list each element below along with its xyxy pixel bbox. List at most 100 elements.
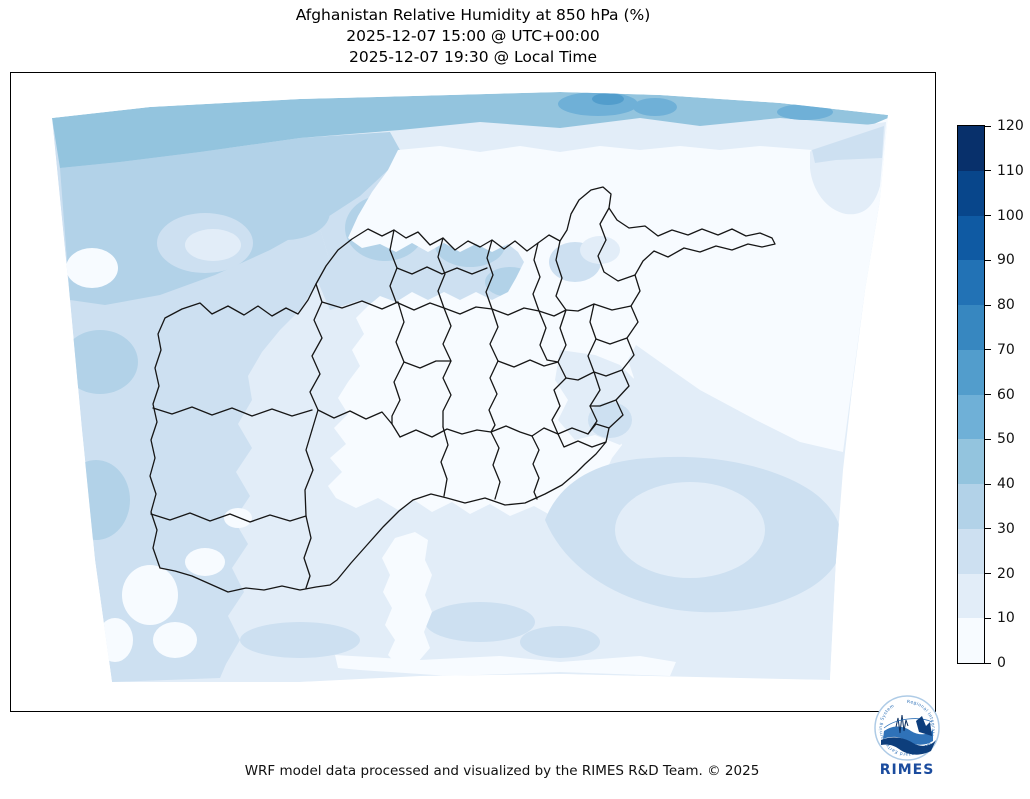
logo-seismograph-icon <box>895 714 909 734</box>
province-line <box>531 435 540 500</box>
colorbar-tick-mark <box>985 259 991 261</box>
contour-lighter-hole <box>185 229 241 261</box>
province-line <box>589 399 617 407</box>
contour-top-50-60-c <box>777 104 833 120</box>
logo-landmass <box>916 716 932 736</box>
contour-bottom-20-30-a <box>240 622 360 658</box>
colorbar-tick-label: 60 <box>997 386 1015 403</box>
contour-top-50-60-b <box>633 98 677 116</box>
colorbar-segment <box>958 573 984 619</box>
colorbar-segment <box>958 439 984 484</box>
colorbar-tick-label: 10 <box>997 610 1015 627</box>
province-line <box>309 283 323 431</box>
contour-top-40-50 <box>52 92 888 168</box>
colorbar-segment <box>958 305 984 350</box>
contour-dry-sw-b <box>153 622 197 658</box>
contour-north-30-40-a <box>240 184 330 240</box>
province-line <box>403 360 452 369</box>
province-line <box>437 237 446 309</box>
logo-wordmark: RIMES <box>880 762 935 778</box>
colorbar-segment <box>958 394 984 440</box>
contour-corner-patch-top <box>812 126 884 163</box>
colorbar-tick-label: 120 <box>997 118 1024 134</box>
footer-credit: WRF model data processed and visualized … <box>244 763 760 779</box>
chart-title: Afghanistan Relative Humidity at 850 hPa… <box>295 6 651 24</box>
colorbar-tick-mark <box>985 394 991 396</box>
province-line <box>488 308 499 433</box>
title-block: Afghanistan Relative Humidity at 850 hPa… <box>10 5 936 68</box>
colorbar-segment <box>958 260 984 305</box>
province-line <box>595 337 628 345</box>
province-line <box>551 377 567 435</box>
contour-kunduz-10-20 <box>580 236 620 264</box>
province-line <box>399 428 478 438</box>
contour-dry-snake <box>382 532 432 668</box>
contour-se-hole <box>615 482 765 578</box>
colorbar-tick-mark <box>985 573 991 575</box>
colorbar-tick-mark <box>985 662 991 664</box>
contour-dry-bottomband <box>335 655 676 676</box>
colorbar-segment <box>958 215 984 261</box>
logo-wave-dark <box>881 737 936 755</box>
colorbar: 0 10 20 30 40 50 60 70 80 90 100 110 120 <box>957 118 1024 671</box>
map-canvas <box>52 92 888 682</box>
province-line <box>557 433 607 448</box>
colorbar-tick-label: 90 <box>997 252 1015 269</box>
valid-time-local: 2025-12-07 19:30 @ Local Time <box>348 48 598 66</box>
contour-bottom-20-30-b <box>425 602 535 642</box>
valid-time-utc: 2025-12-07 15:00 @ UTC+00:00 <box>346 27 600 45</box>
province-line <box>152 406 313 417</box>
logo-wave-light <box>883 726 933 745</box>
province-line <box>497 359 559 368</box>
colorbar-tick-label: 30 <box>997 520 1015 537</box>
colorbar-tick-label: 50 <box>997 431 1015 448</box>
colorbar-tick-mark <box>985 528 991 530</box>
colorbar-tick-label: 70 <box>997 341 1015 358</box>
province-line <box>440 426 449 497</box>
province-line <box>531 423 610 437</box>
colorbar-segment <box>958 484 984 529</box>
contour-top-60-70 <box>592 93 624 105</box>
colorbar-segment <box>958 528 984 574</box>
contour-dry-sw-e <box>224 508 252 528</box>
province-line <box>538 310 559 363</box>
map-frame: Regional Integrated Multi-Hazard Early W… <box>10 72 940 778</box>
province-line <box>597 207 636 282</box>
colorbar-tick-label: 100 <box>997 207 1024 224</box>
province-line <box>396 266 488 275</box>
rimes-logo: Regional Integrated Multi-Hazard Early W… <box>874 695 940 778</box>
colorbar-tick-mark <box>985 304 991 306</box>
colorbar-segment <box>958 349 984 395</box>
colorbar-tick-label: 110 <box>997 162 1024 179</box>
colorbar-tick-mark <box>985 483 991 485</box>
contour-bottom-20-30-c <box>520 626 600 658</box>
contour-leftedge-30-40-a <box>62 330 138 394</box>
contour-dry-sw-a <box>122 565 178 625</box>
colorbar-tick-mark <box>985 215 991 217</box>
province-line <box>303 429 314 589</box>
colorbar-segment <box>958 170 984 216</box>
contour-dry-0-10 <box>328 118 888 518</box>
colorbar-segments <box>957 125 985 664</box>
province-line <box>476 429 501 500</box>
province-boundaries <box>149 186 776 593</box>
colorbar-tick-label: 20 <box>997 565 1015 582</box>
colorbar-tick-mark <box>985 170 991 172</box>
contour-east-streak-20-30 <box>588 402 632 438</box>
province-line <box>485 239 494 310</box>
colorbar-tick-mark <box>985 617 991 619</box>
province-line <box>321 300 399 310</box>
province-line <box>442 307 452 428</box>
afghanistan-outline <box>149 186 776 593</box>
colorbar-tick-mark <box>985 349 991 351</box>
colorbar-tick-mark <box>985 125 991 127</box>
contour-dry-west-notch <box>66 248 118 288</box>
logo-arc-line <box>883 718 933 729</box>
colorbar-segment <box>958 618 984 663</box>
colorbar-tick-mark <box>985 438 991 440</box>
province-line <box>391 301 405 425</box>
province-line <box>395 301 567 317</box>
province-line <box>150 512 307 523</box>
province-line <box>532 242 541 312</box>
